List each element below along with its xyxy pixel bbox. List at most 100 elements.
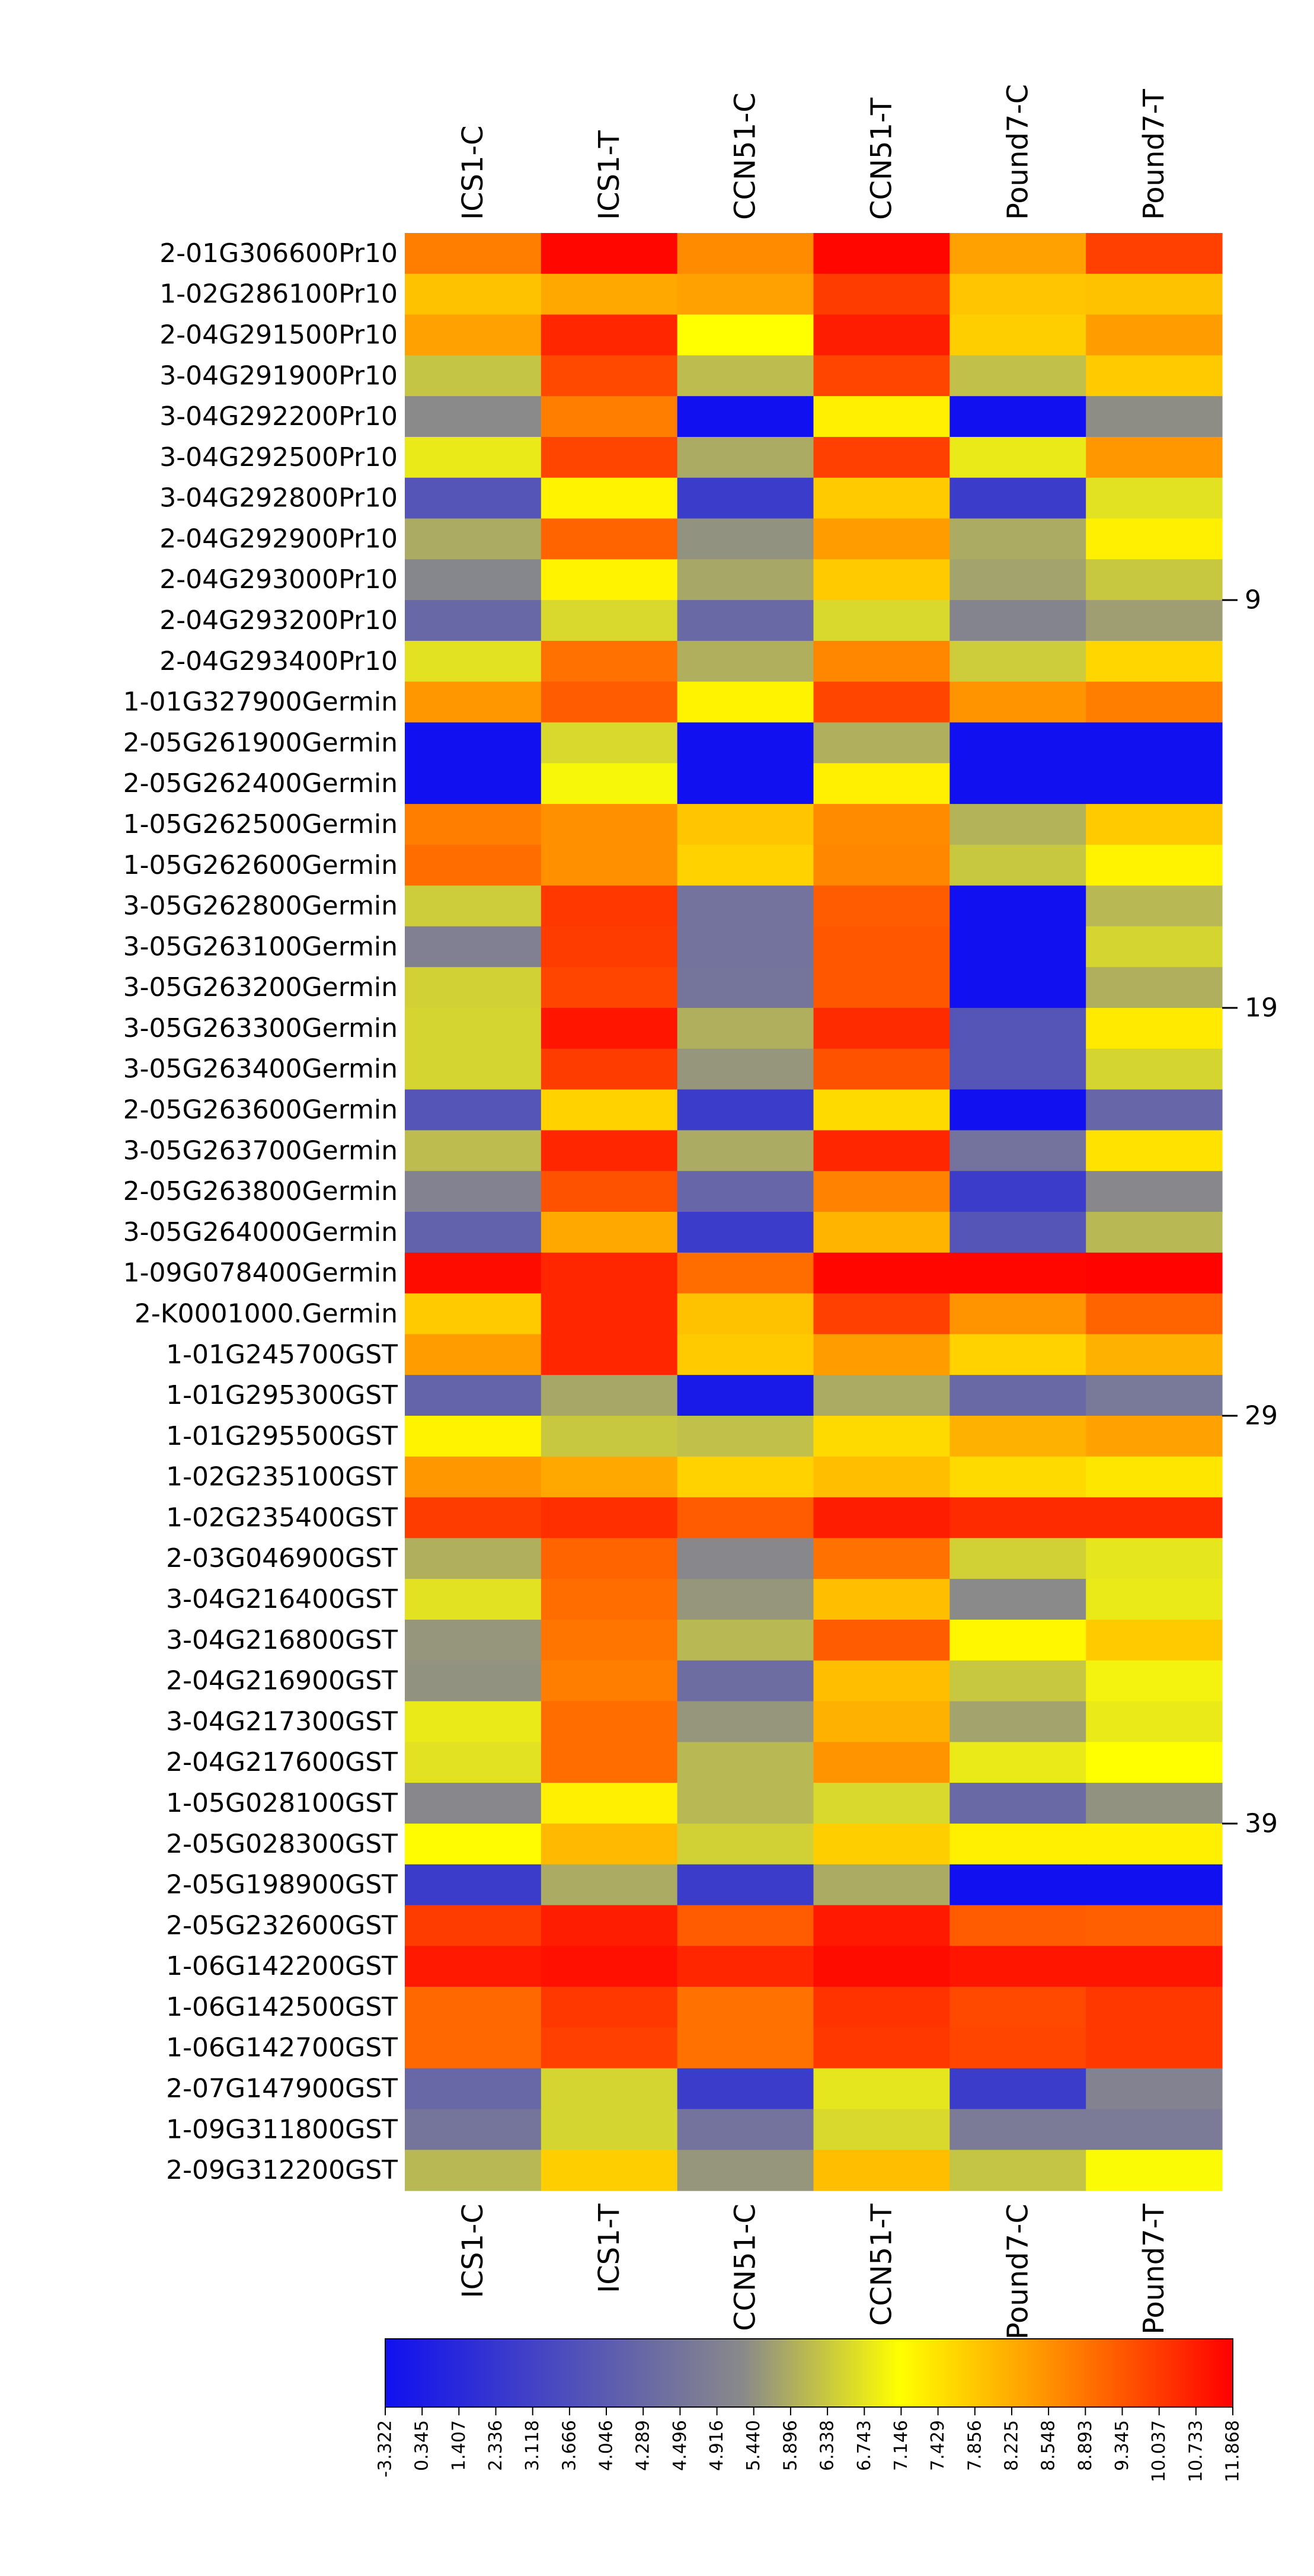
heatmap-cell [405, 967, 542, 1008]
row-label: 1-01G327900Germin [123, 687, 398, 717]
heatmap-cell [1086, 559, 1223, 601]
heatmap-cell [813, 2109, 950, 2150]
heatmap-cell [541, 1415, 678, 1457]
heatmap-cell [405, 1375, 542, 1416]
legend-tick-label: 5.440 [743, 2420, 764, 2471]
heatmap-cell [541, 1660, 678, 1702]
heatmap-cell [405, 1701, 542, 1742]
heatmap-cell [949, 1742, 1086, 1783]
heatmap-cell [677, 1008, 814, 1049]
heatmap-cell [1086, 844, 1223, 886]
heatmap-cell [405, 600, 542, 641]
heatmap-cell [405, 640, 542, 682]
heatmap-cell [1086, 436, 1223, 478]
heatmap-cell [949, 844, 1086, 886]
legend-tick-label: 3.666 [559, 2420, 580, 2471]
heatmap-cell [813, 1783, 950, 1824]
heatmap-cell [677, 1987, 814, 2028]
heatmap-cell [677, 885, 814, 927]
heatmap-cell [1086, 396, 1223, 438]
row-label: 3-04G217300GST [166, 1706, 398, 1737]
row-label: 3-04G291900Pr10 [159, 360, 398, 391]
heatmap-cell [813, 844, 950, 886]
heatmap-cell [1086, 2068, 1223, 2110]
heatmap-cell [813, 1905, 950, 1946]
heatmap-cell [813, 1619, 950, 1661]
row-label: 1-01G295500GST [166, 1421, 398, 1451]
heatmap-cell [405, 1456, 542, 1498]
heatmap-cell [949, 681, 1086, 723]
row-label: 3-04G292500Pr10 [159, 442, 398, 473]
heatmap-cell [541, 1783, 678, 1824]
row-label: 2-04G293400Pr10 [159, 646, 398, 676]
heatmap-cell [1086, 2027, 1223, 2069]
heatmap-cell [677, 1334, 814, 1375]
heatmap-cell [405, 763, 542, 805]
heatmap-cell [541, 1293, 678, 1335]
heatmap-cell [949, 314, 1086, 356]
heatmap-cell [949, 1619, 1086, 1661]
heatmap-cell [949, 1130, 1086, 1172]
legend-tick-label: 9.345 [1112, 2420, 1133, 2471]
heatmap-cell [813, 1212, 950, 1253]
heatmap-cell [541, 355, 678, 397]
row-markers: 9 19 29 39 [1222, 585, 1278, 1838]
row-label: 3-04G292200Pr10 [159, 401, 398, 432]
heatmap-cell [405, 1252, 542, 1294]
heatmap-cell [677, 1415, 814, 1457]
heatmap-cell [813, 1089, 950, 1131]
legend-tick-label: 11.868 [1223, 2420, 1243, 2482]
legend-tick-label: 3.118 [522, 2420, 543, 2471]
heatmap-cell [405, 1538, 542, 1579]
row-label: 3-05G263300Germin [123, 1013, 398, 1043]
heatmap-cell [1086, 314, 1223, 356]
heatmap-cell [541, 640, 678, 682]
legend-tick-label: 1.407 [449, 2420, 469, 2471]
legend-tick-label: -3.322 [375, 2420, 396, 2478]
heatmap-cell [541, 1538, 678, 1579]
legend-tick-label: 4.046 [596, 2420, 617, 2471]
heatmap-cell [949, 1701, 1086, 1742]
row-label: 2-04G293200Pr10 [159, 605, 398, 636]
row-label: 2-04G293000Pr10 [159, 564, 398, 595]
heatmap-cell [1086, 518, 1223, 560]
heatmap-cell [949, 1252, 1086, 1294]
heatmap-cell [541, 1823, 678, 1865]
heatmap-cell [405, 1823, 542, 1865]
heatmap-cell [813, 2150, 950, 2191]
heatmap-cell [813, 355, 950, 397]
heatmap-cell [677, 273, 814, 315]
heatmap-cell [677, 2068, 814, 2110]
heatmap-cell [677, 559, 814, 601]
heatmap-cell [541, 1905, 678, 1946]
heatmap-cell [949, 1538, 1086, 1579]
heatmap-cell [813, 1456, 950, 1498]
heatmap-cell [677, 1212, 814, 1253]
heatmap-cell [813, 1048, 950, 1090]
heatmap-cell [405, 1946, 542, 1987]
heatmap-cell [405, 1048, 542, 1090]
heatmap-cell [813, 885, 950, 927]
heatmap-cell [1086, 1660, 1223, 1702]
heatmap-cell [813, 1171, 950, 1212]
heatmap-cell [813, 1660, 950, 1702]
heatmap-cell [1086, 926, 1223, 968]
heatmap-cell [1086, 1783, 1223, 1824]
legend-tick-label: 7.146 [891, 2420, 912, 2471]
heatmap-cell [813, 1497, 950, 1538]
row-label: 2-K0001000.Germin [135, 1298, 398, 1329]
heatmap-cell [949, 640, 1086, 682]
heatmap-cell [949, 2109, 1086, 2150]
heatmap-cell [813, 396, 950, 438]
heatmap-cell [677, 1905, 814, 1946]
column-label-bottom: CCN51-T [865, 2203, 898, 2326]
heatmap-cell [949, 1089, 1086, 1131]
legend-tick-label: 8.893 [1075, 2420, 1096, 2471]
heatmap-cell [677, 600, 814, 641]
heatmap-cell [1086, 763, 1223, 805]
heatmap-cell [677, 640, 814, 682]
heatmap-cell [813, 518, 950, 560]
heatmap-cell [541, 1252, 678, 1294]
heatmap-cell [541, 518, 678, 560]
heatmap-cell [405, 477, 542, 519]
